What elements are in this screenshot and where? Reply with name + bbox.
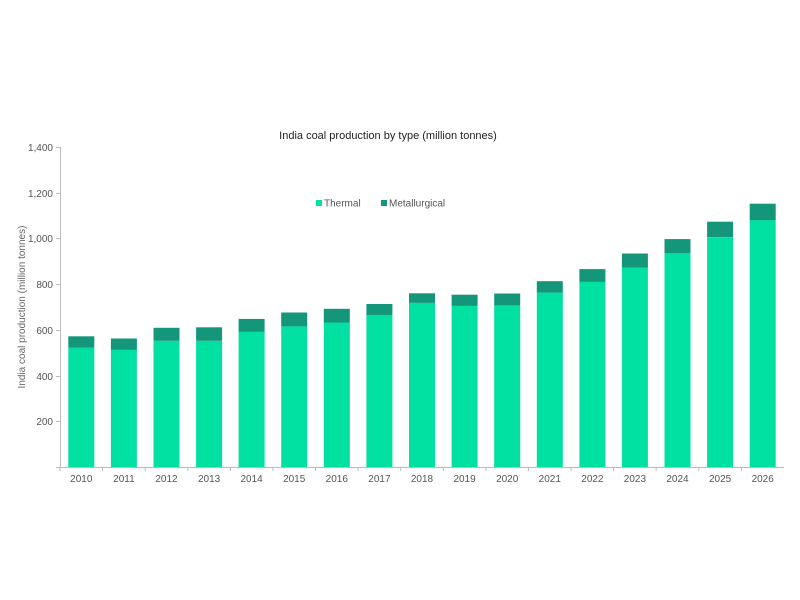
x-tick-label: 2012 (155, 474, 178, 485)
y-tick-label: 1,200 (28, 189, 53, 200)
bar-metallurgical-2020 (494, 293, 521, 306)
x-tick-label: 2026 (752, 474, 775, 485)
bar-thermal-2015 (281, 326, 308, 467)
x-tick-label: 2020 (496, 474, 519, 485)
x-tick-label: 2018 (411, 474, 434, 485)
bar-metallurgical-2011 (110, 338, 137, 350)
y-axis-label: India coal production (million tonnes) (17, 226, 28, 389)
x-tick-label: 2014 (240, 474, 263, 485)
x-tick-label: 2016 (326, 474, 349, 485)
bar-metallurgical-2022 (579, 269, 606, 282)
y-tick-label: 600 (36, 326, 53, 337)
x-tick-label: 2022 (581, 474, 604, 485)
bars (68, 203, 776, 467)
bar-thermal-2020 (494, 305, 521, 467)
bar-metallurgical-2021 (536, 281, 563, 293)
bar-metallurgical-2012 (153, 327, 180, 341)
bar-metallurgical-2010 (68, 336, 95, 348)
x-tick-label: 2023 (624, 474, 647, 485)
chart-title: India coal production by type (million t… (279, 130, 497, 142)
bar-thermal-2022 (579, 281, 606, 467)
legend-label-metallurgical: Metallurgical (389, 199, 445, 210)
y-tick-label: 800 (36, 280, 53, 291)
legend-swatch-thermal (316, 200, 322, 206)
x-tick-label: 2019 (453, 474, 476, 485)
bar-metallurgical-2023 (621, 253, 648, 268)
x-tick-label: 2021 (539, 474, 562, 485)
bar-metallurgical-2019 (451, 294, 478, 306)
y-tick-label: 400 (36, 372, 53, 383)
x-tick-label: 2017 (368, 474, 391, 485)
bar-thermal-2010 (68, 347, 95, 467)
bar-thermal-2011 (110, 350, 137, 467)
legend-label-thermal: Thermal (324, 199, 361, 210)
bar-thermal-2026 (749, 220, 776, 467)
bar-thermal-2016 (323, 322, 350, 467)
bar-thermal-2019 (451, 305, 478, 467)
bar-thermal-2013 (196, 340, 223, 467)
bar-metallurgical-2016 (323, 308, 350, 323)
y-tick-label: 1,000 (28, 234, 53, 245)
axes: 200 400 600 800 1,000 1,200 1,400 2010 2011 2012 2… (28, 143, 784, 485)
legend-swatch-metallurgical (381, 200, 387, 206)
bar-metallurgical-2025 (707, 221, 734, 238)
bar-metallurgical-2024 (664, 239, 691, 254)
bar-thermal-2017 (366, 315, 393, 467)
bar-thermal-2012 (153, 340, 180, 467)
bar-metallurgical-2013 (196, 327, 223, 341)
bar-thermal-2025 (707, 237, 734, 467)
x-tick-label: 2015 (283, 474, 306, 485)
y-tick-label: 200 (36, 417, 53, 428)
x-tick-label: 2025 (709, 474, 732, 485)
bar-metallurgical-2018 (409, 293, 435, 303)
bar-thermal-2014 (238, 331, 265, 467)
bar-thermal-2023 (621, 267, 648, 467)
y-tick-label: 1,400 (28, 143, 53, 154)
x-tick-label: 2024 (666, 474, 689, 485)
bar-metallurgical-2026 (749, 203, 776, 221)
x-tick-label: 2010 (70, 474, 93, 485)
bar-thermal-2021 (536, 292, 563, 467)
bar-thermal-2024 (664, 253, 691, 467)
bar-metallurgical-2017 (366, 304, 393, 315)
legend: Thermal Metallurgical (316, 199, 445, 210)
bar-metallurgical-2015 (281, 312, 308, 327)
bar-metallurgical-2014 (238, 318, 265, 332)
x-tick-label: 2013 (198, 474, 221, 485)
bar-thermal-2018 (409, 302, 435, 467)
x-tick-label: 2011 (113, 474, 135, 485)
